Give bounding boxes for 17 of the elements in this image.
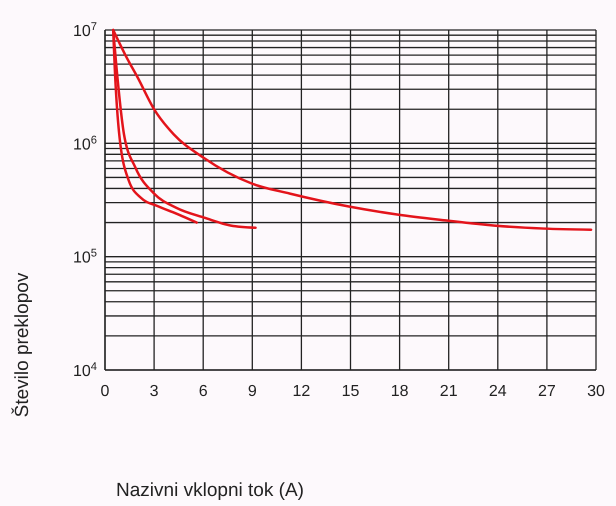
x-tick-label: 30 xyxy=(587,383,605,400)
y-tick-label: 10$^{6}$ xyxy=(72,134,97,154)
x-tick-label: 9 xyxy=(248,383,257,400)
x-tick-label: 18 xyxy=(390,383,409,400)
y-tick-label: 10$^{7}$ xyxy=(72,21,97,40)
x-axis-title: Nazivni vklopni tok (A) xyxy=(116,480,304,501)
x-tick-label: 12 xyxy=(292,383,310,400)
x-tick-label: 6 xyxy=(198,383,208,400)
y-tick-label: 10$^{4}$ xyxy=(72,361,97,380)
x-tick-label: 24 xyxy=(488,383,507,400)
x-tick-label: 3 xyxy=(150,383,159,400)
x-tick-label: 21 xyxy=(440,383,458,400)
x-tick-label: 0 xyxy=(100,383,110,400)
x-tick-label: 27 xyxy=(538,383,556,400)
x-tick-label: 15 xyxy=(342,383,360,400)
y-tick-label: 10$^{5}$ xyxy=(72,248,97,267)
y-axis-title: Število preklopov xyxy=(11,272,33,418)
